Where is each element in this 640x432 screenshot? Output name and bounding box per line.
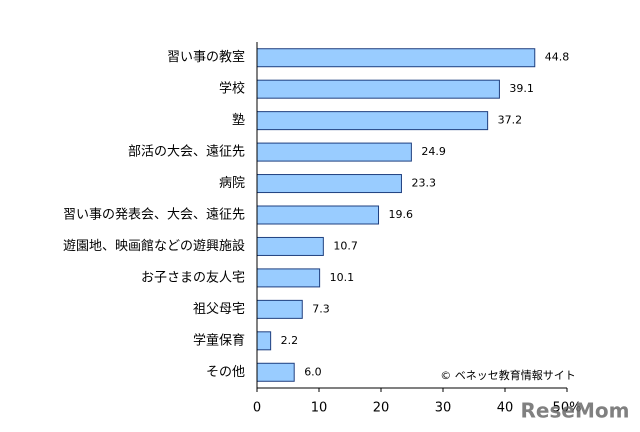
x-tick-label: 10 xyxy=(311,401,328,416)
value-label: 19.6 xyxy=(389,208,414,221)
bar xyxy=(256,331,272,351)
category-label: 学校 xyxy=(219,81,245,97)
category-label: 祖父母宅 xyxy=(193,302,245,317)
value-label: 24.9 xyxy=(421,145,446,158)
value-label: 23.3 xyxy=(411,177,436,190)
x-tick-label: 50% xyxy=(553,401,582,416)
category-label: 病院 xyxy=(219,176,245,191)
bar xyxy=(256,48,536,68)
x-tick-label: 0 xyxy=(253,401,261,416)
bar xyxy=(256,362,295,382)
value-label: 44.8 xyxy=(545,51,570,64)
value-label: 6.0 xyxy=(304,365,322,378)
bar xyxy=(256,111,489,131)
category-label: 習い事の教室 xyxy=(167,49,245,65)
logo: ReseMom xyxy=(521,399,630,423)
value-label: 39.1 xyxy=(509,82,534,95)
category-label: お子さまの友人宅 xyxy=(141,269,245,285)
bar xyxy=(256,79,500,99)
category-label: その他 xyxy=(206,365,245,380)
x-tick-label: 40 xyxy=(497,401,514,416)
category-label: 習い事の発表会、大会、遠征先 xyxy=(63,208,245,223)
bar xyxy=(256,205,380,225)
value-label: 7.3 xyxy=(312,302,330,315)
category-label: 部活の大会、遠征先 xyxy=(128,145,245,160)
bar xyxy=(256,174,402,194)
x-tick-label: 20 xyxy=(373,401,390,416)
bar xyxy=(256,236,324,256)
category-label: 学童保育 xyxy=(193,332,245,348)
bar xyxy=(256,268,321,288)
bar xyxy=(256,299,303,319)
bar xyxy=(256,142,412,162)
x-tick-label: 30 xyxy=(435,401,452,416)
value-label: 37.2 xyxy=(498,114,523,127)
category-label: 塾 xyxy=(232,112,245,128)
category-label: 遊園地、映画館などの遊興施設 xyxy=(63,238,245,254)
copyright-note: © ベネッセ教育情報サイト xyxy=(440,368,576,382)
value-label: 2.2 xyxy=(281,334,299,347)
value-label: 10.1 xyxy=(330,271,355,284)
value-label: 10.7 xyxy=(333,239,358,252)
